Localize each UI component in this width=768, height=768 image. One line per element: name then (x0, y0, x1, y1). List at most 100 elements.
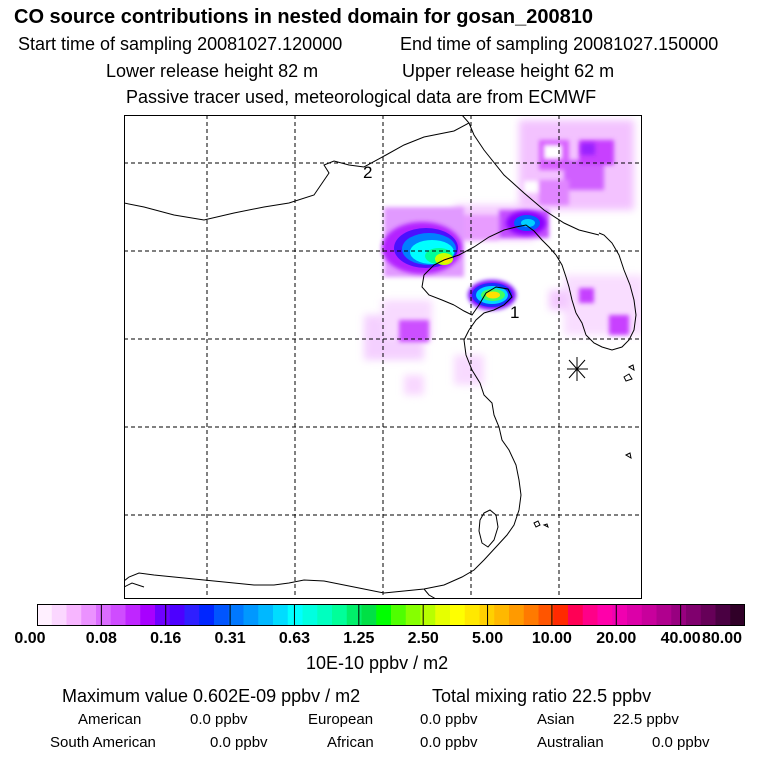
coast-south (124, 329, 522, 594)
colorbar-cell (287, 604, 303, 626)
release-marker-2: 2 (363, 163, 372, 182)
coast-shandong (453, 286, 513, 331)
colorbar-cell (258, 604, 274, 626)
colorbar-cell (553, 604, 569, 626)
colorbar-tick-label: 20.00 (596, 630, 637, 647)
colorbar-tick-label: 80.00 (701, 630, 743, 647)
total-mixing-ratio-label: Total mixing ratio 22.5 ppbv (432, 686, 652, 706)
colorbar-cell (273, 604, 289, 626)
plume-hotspot-west (382, 222, 462, 274)
border-northeast (468, 122, 600, 236)
start-time-label: Start time of sampling 20081027.120000 (18, 34, 343, 54)
colorbar-cell (317, 604, 333, 626)
colorbar-cell (730, 604, 745, 626)
release-markers: 1 2 (363, 163, 519, 322)
colorbar-tick-label: 10.00 (531, 630, 572, 647)
colorbar-cell (96, 604, 112, 626)
region-name-european: European (308, 711, 374, 728)
colorbar-cell (376, 604, 392, 626)
colorbar-cell (686, 604, 702, 626)
colorbar-tick-label: 0.16 (150, 630, 182, 647)
receptor-star-icon (567, 357, 588, 381)
release-marker-1: 1 (510, 303, 519, 322)
end-time-label: End time of sampling 20081027.150000 (400, 34, 719, 54)
graticule (124, 115, 642, 599)
coast-liaodong (423, 224, 557, 276)
colorbar-cell (243, 604, 259, 626)
region-value-south-american: 0.0 ppbv (210, 734, 268, 751)
colorbar-cell (627, 604, 643, 626)
colorbar-cell (568, 604, 584, 626)
coast-taiwan (478, 509, 499, 548)
colorbar-cell (656, 604, 672, 626)
coast-hainan (423, 588, 437, 599)
map-panel: 1 2 (124, 115, 642, 599)
region-name-american: American (78, 711, 142, 728)
region-name-south-american: South American (50, 734, 156, 751)
colorbar-cell (214, 604, 230, 626)
colorbar-cell (523, 604, 539, 626)
colorbar-cell (612, 604, 628, 626)
colorbar-cell (302, 604, 318, 626)
colorbar-cell (671, 604, 687, 626)
colorbar-cell (597, 604, 613, 626)
colorbar-cell (435, 604, 451, 626)
region-value-american: 0.0 ppbv (190, 711, 248, 728)
colorbar-cell (169, 604, 185, 626)
colorbar-cell (420, 604, 436, 626)
colorbar-tick-label: 40.00 (660, 630, 701, 647)
colorbar-tick-label: 0.00 (14, 630, 46, 647)
colorbar-cell (641, 604, 657, 626)
coast-korea (575, 232, 637, 351)
colorbar-cell (66, 604, 82, 626)
concentration-field (364, 120, 642, 395)
plume-spots (524, 143, 595, 193)
region-name-asian: Asian (537, 711, 575, 728)
colorbar-cell (509, 604, 525, 626)
island (542, 523, 549, 528)
colorbar-cell (450, 604, 466, 626)
colorbar-cell (37, 604, 53, 626)
lower-release-label: Lower release height 82 m (106, 61, 319, 81)
colorbar-cell (361, 604, 377, 626)
plot-title: CO source contributions in nested domain… (14, 6, 594, 28)
region-value-european: 0.0 ppbv (420, 711, 478, 728)
plume-hotspot-east (468, 280, 516, 310)
colorbar-unit-label: 10E-10 ppbv / m2 (306, 653, 449, 673)
region-value-asian: 22.5 ppbv (613, 711, 679, 728)
island (624, 452, 632, 460)
colorbar-tick-label: 5.00 (471, 630, 504, 647)
colorbar-tick-label: 1.25 (343, 630, 375, 647)
colorbar-cell (155, 604, 171, 626)
coastlines (124, 115, 637, 599)
colorbar-cell (184, 604, 200, 626)
colorbar-tick-label: 2.50 (407, 630, 439, 647)
colorbar-cell (391, 604, 407, 626)
upper-release-label: Upper release height 62 m (402, 61, 615, 81)
colorbar (37, 604, 745, 626)
tracer-note: Passive tracer used, meteorological data… (126, 87, 597, 107)
region-value-australian: 0.0 ppbv (652, 734, 710, 751)
island (627, 364, 635, 372)
colorbar-tick-label: 0.31 (214, 630, 246, 647)
region-value-african: 0.0 ppbv (420, 734, 478, 751)
colorbar-cell (538, 604, 554, 626)
colorbar-cell (332, 604, 348, 626)
colorbar-cell (346, 604, 362, 626)
maximum-value-label: Maximum value 0.602E-09 ppbv / m2 (62, 686, 361, 706)
colorbar-cell (582, 604, 598, 626)
island (533, 520, 541, 528)
colorbar-cell (715, 604, 731, 626)
plume-hotspot-north (506, 211, 546, 235)
colorbar-cell (405, 604, 421, 626)
region-name-australian: Australian (537, 734, 604, 751)
map-frame (124, 115, 642, 599)
coast-southwest (124, 582, 145, 588)
colorbar-cell (494, 604, 510, 626)
colorbar-cell (110, 604, 126, 626)
coast-korea-west (555, 254, 577, 314)
colorbar-cell (700, 604, 716, 626)
colorbar-cells (37, 604, 745, 626)
colorbar-cell (228, 604, 244, 626)
colorbar-tick-label: 0.08 (85, 630, 117, 647)
